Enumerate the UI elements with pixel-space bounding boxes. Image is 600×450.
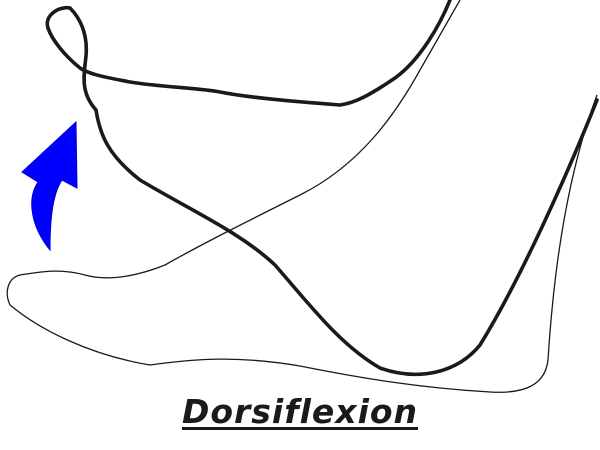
curved-up-arrow-icon bbox=[21, 120, 78, 252]
diagram-caption: Dorsiflexion bbox=[181, 392, 419, 431]
neutral-foot-outline bbox=[6, 0, 598, 393]
dorsiflexed-foot-outline bbox=[45, 0, 599, 377]
